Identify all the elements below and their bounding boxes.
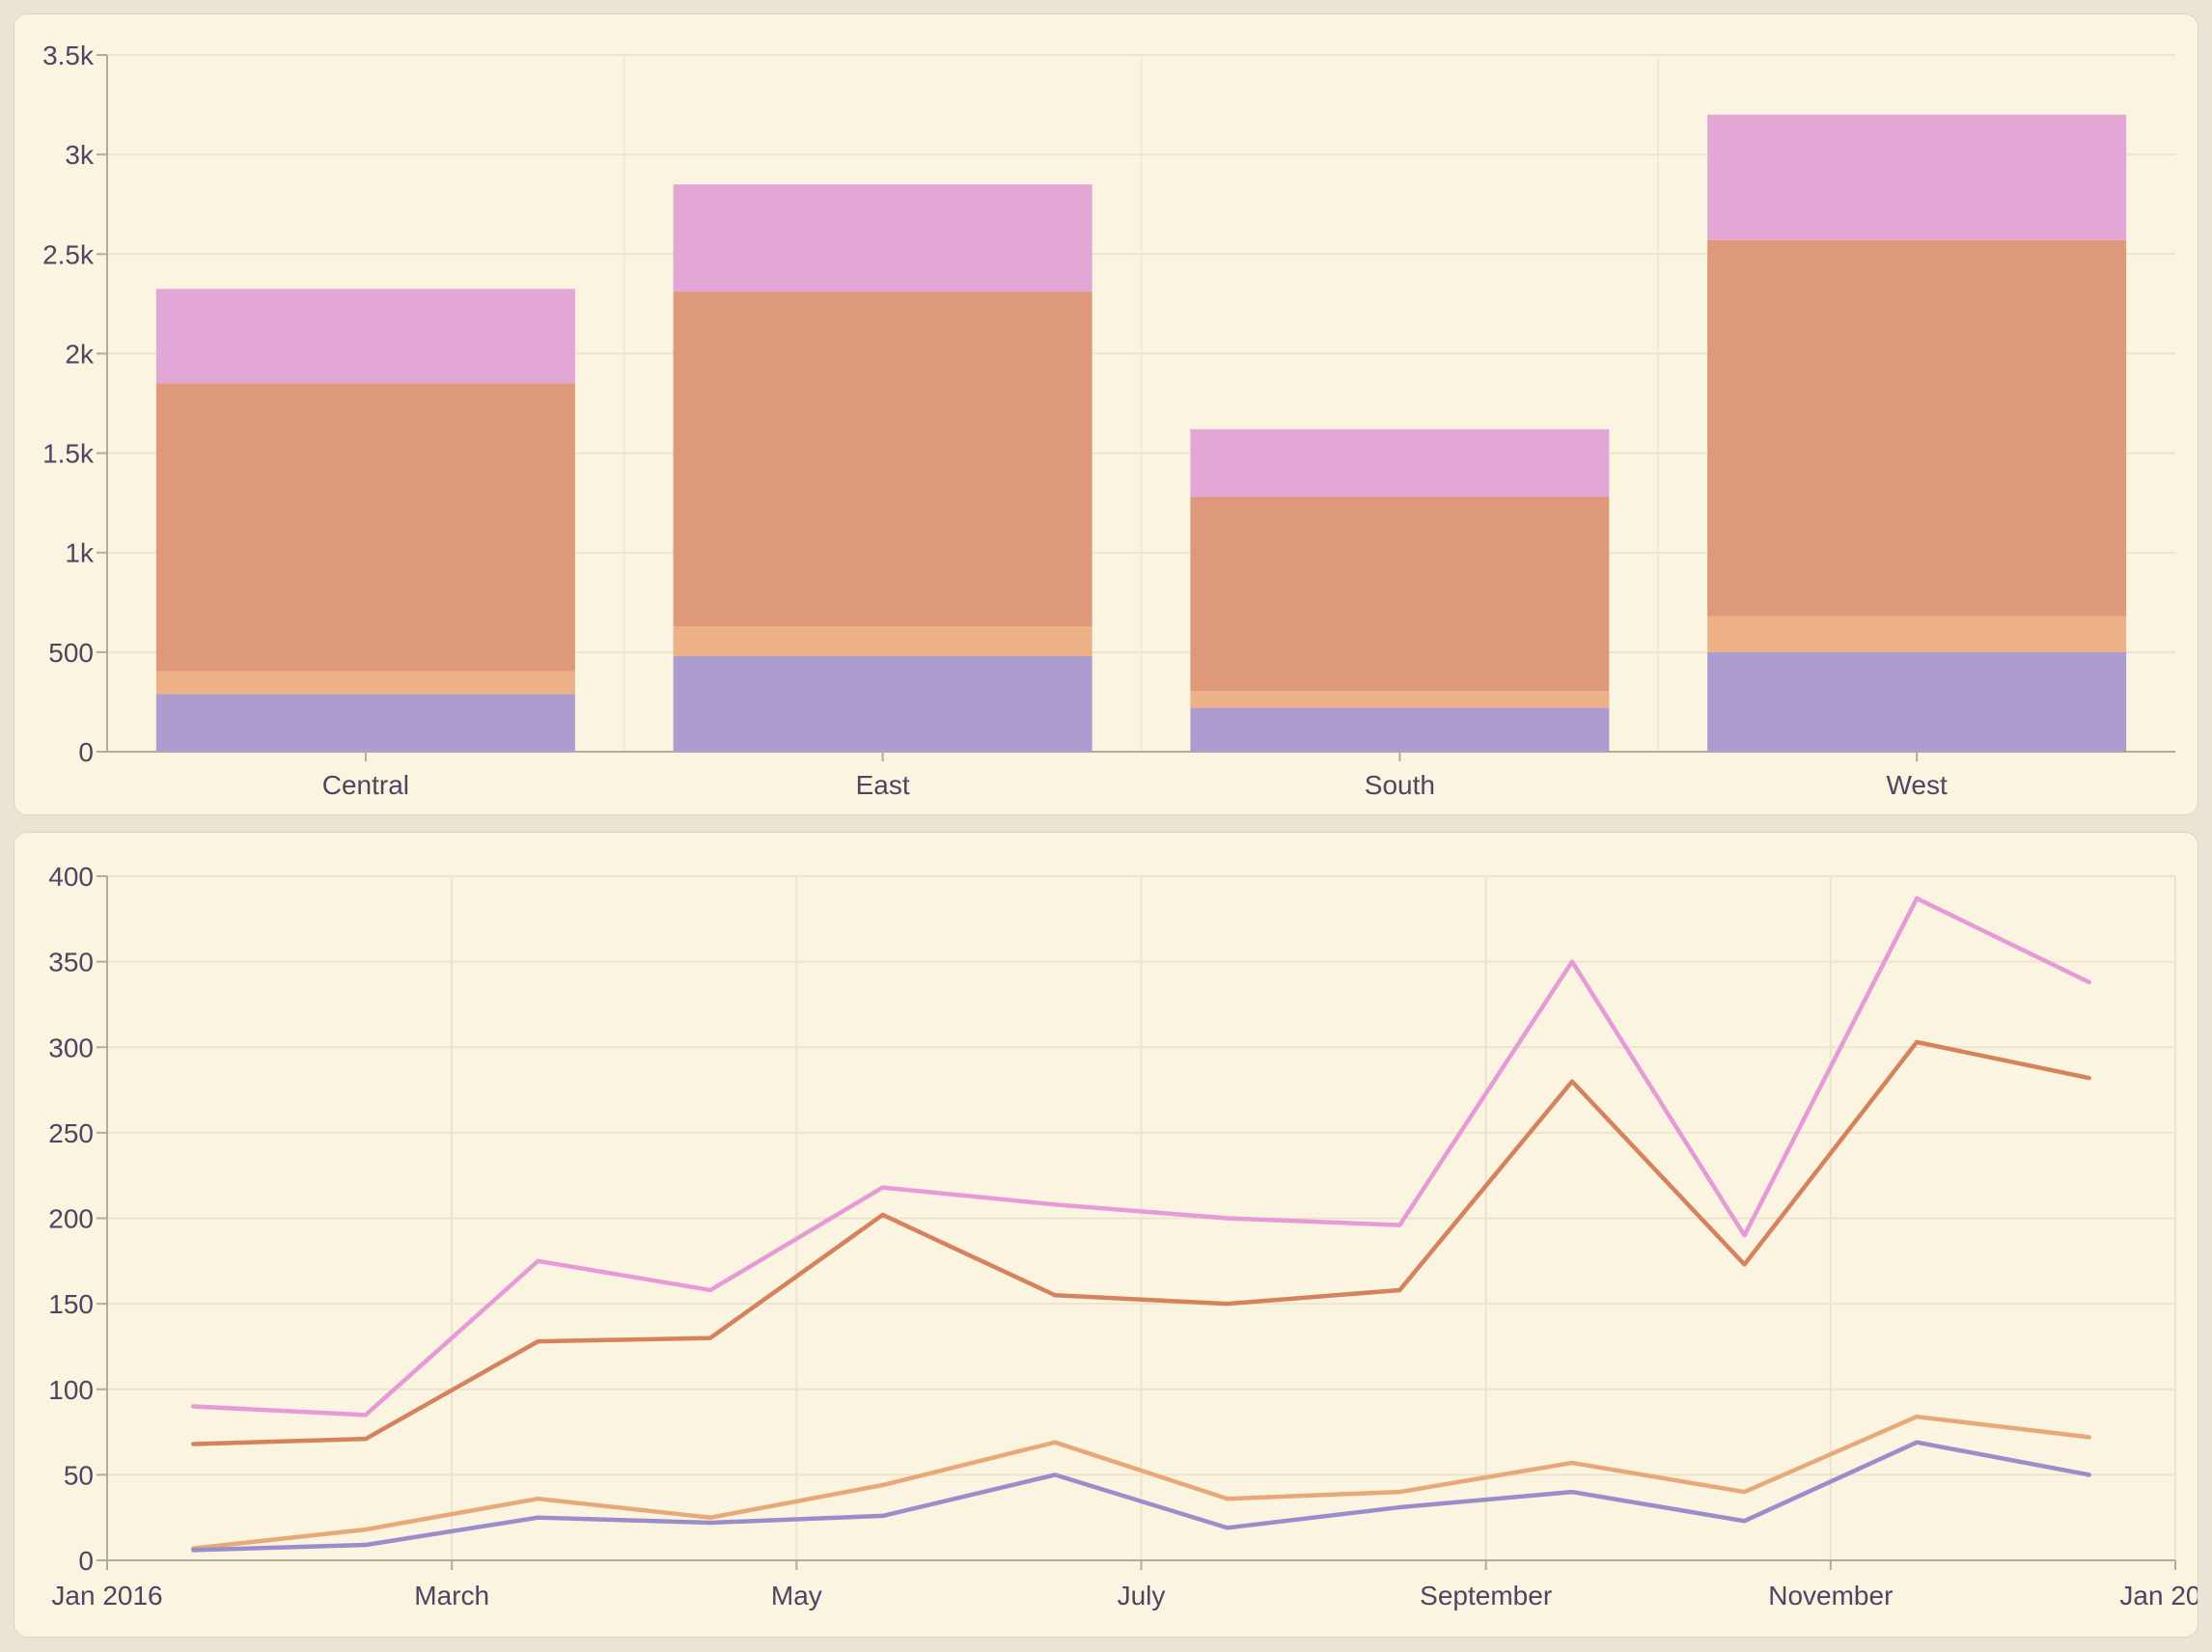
x-axis-label: September [1420, 1581, 1552, 1611]
bar-segment-east-segment-salmon[interactable] [673, 291, 1092, 627]
y-axis-label: 3.5k [42, 41, 95, 70]
y-axis-label: 2k [65, 339, 95, 369]
category-label: Central [322, 770, 409, 800]
bar-segment-west-segment-salmon[interactable] [1707, 239, 2127, 617]
bar-segment-south-segment-purple[interactable] [1190, 707, 1610, 752]
y-axis-label: 3k [65, 140, 95, 170]
line-peach[interactable] [191, 1414, 2091, 1551]
y-axis-label: 350 [48, 948, 94, 977]
x-axis-label: July [1118, 1581, 1166, 1611]
y-axis-label: 1.5k [42, 439, 95, 469]
stacked-bar-chart-card: 0 500 1k 1.5k 2k 2.5k 3k 3.5k Central East South We… [14, 14, 2198, 815]
category-label: West [1886, 770, 1947, 800]
line-chart-card: 0 50 100 150 200 250 300 350 400 Jan 2016 March May… [14, 832, 2198, 1638]
y-axis-label: 200 [48, 1204, 94, 1234]
y-axis-label: 500 [48, 638, 94, 668]
x-axis-label: November [1768, 1581, 1893, 1611]
line-chart[interactable]: 0 50 100 150 200 250 300 350 400 Jan 2016 March May… [14, 833, 2198, 1638]
bar-segment-central-segment-peach[interactable] [155, 671, 575, 695]
stacked-bar-chart[interactable]: 0 500 1k 1.5k 2k 2.5k 3k 3.5k Central East South We… [14, 14, 2198, 815]
bar-segment-west-segment-peach[interactable] [1707, 616, 2127, 652]
x-axis-label: Jan 2016 [51, 1581, 162, 1611]
y-axis-label: 2.5k [42, 239, 95, 269]
bar-segment-south-segment-peach[interactable] [1190, 691, 1610, 708]
y-axis-label: 0 [78, 1546, 94, 1576]
bar-segment-east-segment-peach[interactable] [673, 626, 1092, 656]
category-label: East [856, 770, 910, 800]
y-axis-label: 50 [64, 1460, 94, 1490]
bar-segment-central-segment-salmon[interactable] [155, 383, 575, 672]
bar-segment-south-segment-orchid[interactable] [1190, 428, 1610, 497]
category-label: South [1365, 770, 1435, 800]
x-axis-label: March [414, 1581, 489, 1611]
bar-segment-east-segment-orchid[interactable] [673, 184, 1092, 292]
bar-segment-west-segment-purple[interactable] [1707, 651, 2127, 752]
y-axis-label: 300 [48, 1032, 94, 1062]
line-purple[interactable] [191, 1440, 2091, 1553]
y-axis-label: 100 [48, 1375, 94, 1405]
line-orange[interactable] [191, 1039, 2091, 1446]
y-axis-label: 250 [48, 1118, 94, 1148]
y-axis-label: 1k [65, 538, 95, 568]
y-axis-label: 150 [48, 1289, 94, 1319]
bar-segment-central-segment-purple[interactable] [155, 694, 575, 752]
x-axis-label: May [771, 1581, 822, 1611]
line-orchid[interactable] [191, 895, 2091, 1418]
bar-segment-west-segment-orchid[interactable] [1707, 114, 2127, 240]
bar-segment-central-segment-orchid[interactable] [155, 289, 575, 384]
bar-segment-east-segment-purple[interactable] [673, 655, 1092, 752]
y-axis-label: 0 [78, 737, 94, 767]
x-axis-label: Jan 2017 [2119, 1581, 2198, 1611]
bar-segment-south-segment-salmon[interactable] [1190, 496, 1610, 692]
y-axis-label: 400 [48, 862, 94, 892]
